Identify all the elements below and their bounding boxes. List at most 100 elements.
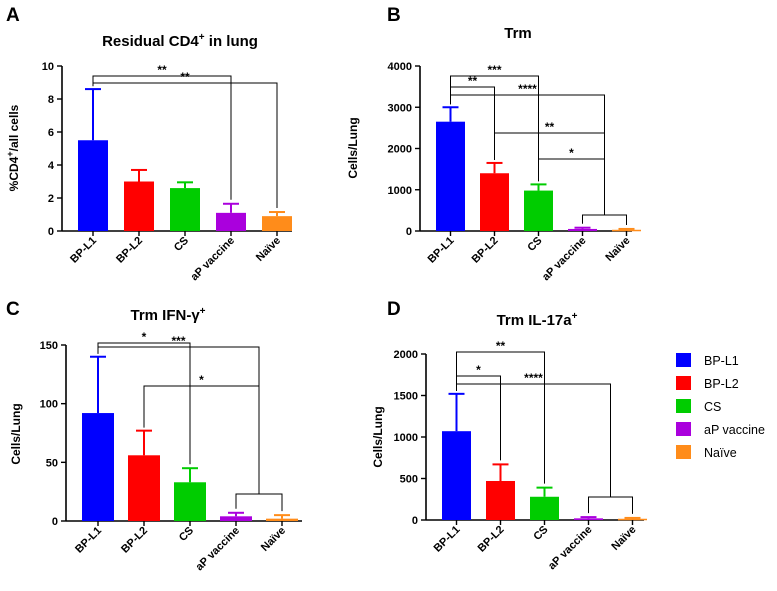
x-tick-label: BP-L1: [432, 524, 463, 555]
group-bracket: [582, 214, 627, 225]
y-tick-label: 50: [46, 457, 58, 469]
panel-letter: D: [387, 299, 401, 320]
significance-label: **: [157, 63, 167, 77]
legend-swatch: [676, 445, 691, 459]
bar: [568, 228, 597, 231]
bar: [486, 480, 515, 520]
panel-letter: C: [6, 299, 20, 320]
significance-bracket: [92, 75, 232, 200]
y-tick-label: 1500: [394, 391, 418, 403]
x-tick-label: Naïve: [259, 525, 288, 554]
x-tick-label: Naïve: [254, 235, 283, 264]
panel-letter: B: [387, 5, 401, 26]
legend-label: BP-L1: [704, 354, 739, 368]
y-axis-label: %CD4+/all cells: [5, 104, 21, 191]
bar: [82, 413, 114, 521]
x-tick-label: CS: [531, 524, 550, 543]
panel-a: A Residual CD4+ in lung %CD4+/all cells …: [5, 5, 292, 283]
panel-b: B Trm Cells/Lung 0 1000 2000 3000 4000 BP-L1 B…: [346, 5, 641, 283]
y-tick-label: 0: [412, 515, 418, 527]
y-tick-label: 3000: [388, 102, 412, 114]
x-tick-label: aP vaccine: [194, 525, 243, 574]
x-tick-label: BP-L2: [119, 525, 150, 556]
bar: [574, 518, 603, 520]
legend-swatch: [676, 399, 691, 413]
panel-c: C Trm IFN-γ+ Cells/Lung 0 50 100 150 BP-L1 BP…: [6, 299, 302, 573]
y-tick-label: 0: [406, 226, 412, 238]
x-tick-label: BP-L2: [470, 235, 501, 266]
legend-label: CS: [704, 400, 721, 414]
y-tick-label: 1000: [388, 185, 412, 197]
bar: [216, 212, 246, 231]
bar: [618, 518, 647, 521]
significance-bracket: [450, 75, 539, 181]
group-bracket: [588, 496, 633, 514]
significance-bracket: [92, 82, 278, 209]
significance-label: *: [476, 363, 481, 377]
x-tick-label: Naïve: [603, 235, 632, 264]
bar: [174, 482, 206, 521]
x-tick-label: BP-L1: [73, 525, 104, 556]
y-tick-label: 0: [52, 516, 58, 528]
bar: [612, 229, 641, 232]
bar: [220, 516, 252, 521]
legend: BP-L1 BP-L2 CS aP vaccine Naïve: [676, 353, 765, 460]
y-axis-label: Cells/Lung: [371, 406, 385, 467]
y-axis-label: Cells/Lung: [346, 117, 360, 178]
significance-label: ****: [524, 371, 543, 385]
significance-label: **: [468, 74, 478, 88]
y-tick-label: 8: [48, 94, 54, 106]
bar: [436, 121, 465, 231]
x-tick-label: CS: [172, 235, 191, 254]
y-tick-label: 0: [48, 226, 54, 238]
bar: [442, 431, 471, 520]
x-tick-label: BP-L1: [68, 235, 99, 266]
x-tick-label: aP vaccine: [546, 524, 595, 573]
panel-letter: A: [6, 5, 20, 26]
significance-label: *: [199, 373, 204, 387]
legend-label: aP vaccine: [704, 423, 765, 437]
y-axis-label: Cells/Lung: [9, 403, 23, 464]
bar: [262, 216, 292, 231]
y-tick-label: 100: [40, 399, 58, 411]
y-tick-label: 500: [400, 474, 418, 486]
chart-title: Trm IL-17a+: [497, 311, 578, 329]
chart-title: Trm: [504, 25, 532, 42]
x-tick-label: BP-L2: [476, 524, 507, 555]
y-tick-label: 1000: [394, 432, 418, 444]
y-tick-label: 10: [42, 61, 54, 73]
y-tick-label: 150: [40, 340, 58, 352]
x-tick-label: CS: [177, 525, 196, 544]
significance-label: *: [142, 330, 147, 344]
x-tick-label: BP-L2: [114, 235, 145, 266]
y-tick-label: 2000: [394, 349, 418, 361]
legend-swatch: [676, 353, 691, 367]
significance-label: ***: [171, 334, 185, 348]
bar: [170, 188, 200, 231]
y-tick-label: 2: [48, 193, 54, 205]
bar: [78, 140, 108, 231]
x-tick-label: Naïve: [609, 524, 638, 553]
y-tick-label: 6: [48, 127, 54, 139]
bar: [124, 181, 154, 231]
significance-bracket: [538, 158, 605, 215]
significance-bracket: [143, 385, 260, 494]
x-tick-label: aP vaccine: [189, 235, 238, 284]
x-tick-label: CS: [525, 235, 544, 254]
significance-bracket: [456, 383, 611, 497]
legend-label: BP-L2: [704, 377, 739, 391]
y-tick-label: 2000: [388, 144, 412, 156]
significance-bracket: [456, 351, 545, 484]
panel-d: D Trm IL-17a+ Cells/Lung 0 500 1000 1500 200…: [371, 299, 647, 572]
significance-label: ****: [518, 82, 537, 96]
bar: [530, 496, 559, 520]
bar: [128, 455, 160, 521]
bar: [524, 190, 553, 231]
significance-label: ***: [487, 63, 501, 77]
x-tick-label: aP vaccine: [540, 235, 589, 284]
